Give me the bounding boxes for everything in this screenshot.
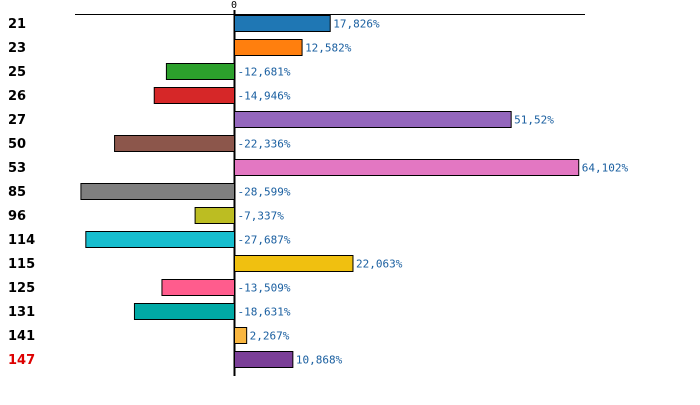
category-label-85: 85 <box>8 185 26 200</box>
category-label-25: 25 <box>8 65 26 80</box>
category-label-114: 114 <box>8 233 35 248</box>
bar-147 <box>234 351 294 368</box>
bars-group: 21 17,826% 23 12,582% 25 -12,681% 26 -14,946% 27… <box>8 15 629 368</box>
bar-115 <box>234 255 354 272</box>
category-label-23: 23 <box>8 41 26 56</box>
bar-85 <box>80 183 235 200</box>
value-label-131: -18,631% <box>238 306 291 319</box>
value-label-27: 51,52% <box>514 114 554 127</box>
bar-26 <box>153 87 235 104</box>
bar-125 <box>161 279 235 296</box>
value-label-53: 64,102% <box>582 162 629 175</box>
bar-96 <box>194 207 235 224</box>
bar-50 <box>114 135 235 152</box>
bar-21 <box>234 15 331 32</box>
value-label-85: -28,599% <box>238 186 291 199</box>
bar-23 <box>234 39 303 56</box>
category-label-141: 141 <box>8 329 35 344</box>
value-label-21: 17,826% <box>333 18 380 31</box>
category-label-125: 125 <box>8 281 35 296</box>
value-label-50: -22,336% <box>238 138 291 151</box>
bar-27 <box>234 111 512 128</box>
category-label-115: 115 <box>8 257 35 272</box>
category-label-147: 147 <box>8 353 35 368</box>
value-label-114: -27,687% <box>238 234 291 247</box>
value-label-96: -7,337% <box>238 210 285 223</box>
category-label-21: 21 <box>8 17 26 32</box>
zero-tick-label: 0 <box>231 0 237 11</box>
value-label-23: 12,582% <box>305 42 352 55</box>
value-label-141: 2,267% <box>250 330 290 343</box>
value-label-147: 10,868% <box>296 354 343 367</box>
category-label-50: 50 <box>8 137 26 152</box>
value-label-25: -12,681% <box>238 66 291 79</box>
value-label-115: 22,063% <box>356 258 403 271</box>
category-label-53: 53 <box>8 161 26 176</box>
bar-114 <box>85 231 235 248</box>
bar-141 <box>234 327 248 344</box>
value-label-125: -13,509% <box>238 282 291 295</box>
category-label-96: 96 <box>8 209 26 224</box>
bar-131 <box>133 303 235 320</box>
category-label-26: 26 <box>8 89 26 104</box>
bar-53 <box>234 159 580 176</box>
category-label-131: 131 <box>8 305 35 320</box>
bar-25 <box>165 63 235 80</box>
value-label-26: -14,946% <box>238 90 291 103</box>
category-label-27: 27 <box>8 113 26 128</box>
